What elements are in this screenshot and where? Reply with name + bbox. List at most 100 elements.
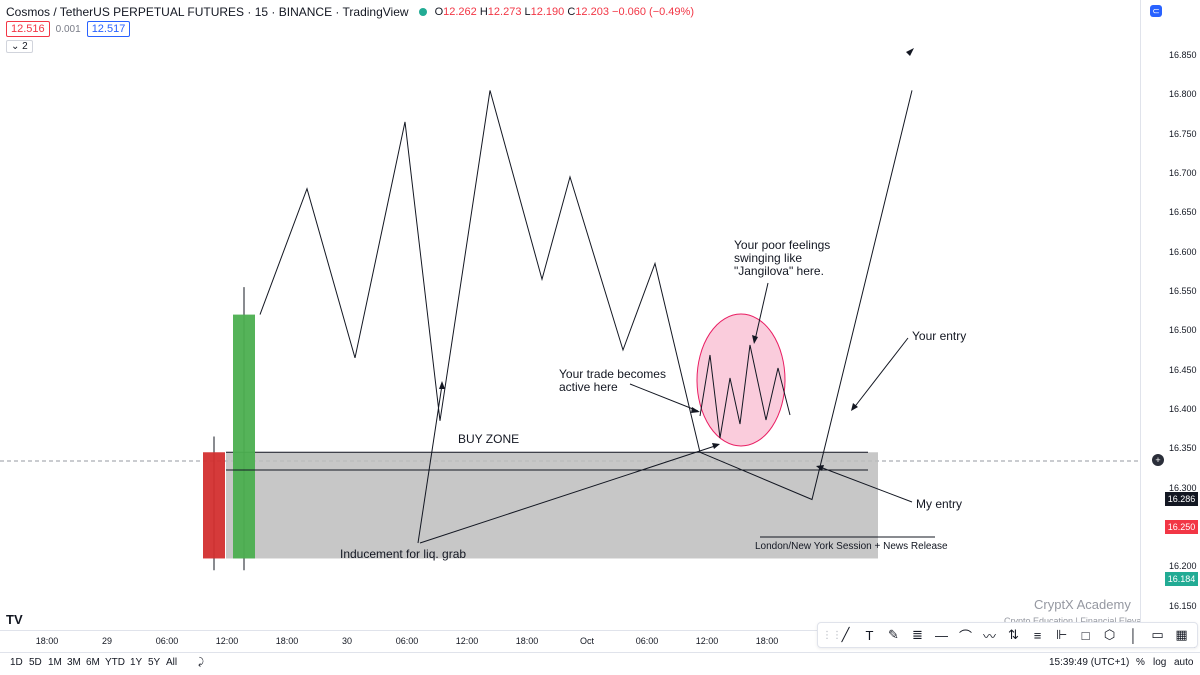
watermark-name: CryptX Academy [1034,597,1131,612]
session-label: London/New York Session + News Release [755,541,948,552]
price-tick-label: 16.150 [1169,600,1197,611]
text-icon[interactable]: T [865,627,874,643]
indicators-toggle[interactable]: ⌄ 2 [6,40,33,53]
bottom-bar: 1D 5D 1M 3M 6M YTD 1Y 5Y All ⤸ 15:39:49 … [0,652,1200,675]
emotion-ellipse[interactable] [696,313,786,447]
candle-body[interactable] [233,314,255,559]
inducement-arrow-1 [417,384,443,544]
time-tick-label: 12:00 [695,636,719,646]
long-position-icon[interactable]: ⇅ [1008,627,1019,642]
inducement-label: Inducement for liq. grab [340,547,467,561]
my-entry-arrowhead [816,465,824,471]
time-tick-label: 06:00 [395,636,419,646]
vertical-line-icon[interactable]: │ [1129,627,1138,643]
time-tick-label: 29 [101,636,113,646]
range-all[interactable]: All [166,657,178,668]
price-tick-label: 16.600 [1169,246,1197,257]
percent-toggle[interactable]: % [1136,657,1145,668]
time-tick-label: 12:00 [215,636,239,646]
grid-icon[interactable]: ▦ [1175,627,1188,642]
range-6m[interactable]: 6M [86,657,100,668]
comment-icon[interactable]: ▭ [1151,627,1164,642]
inducement-arrowhead-1 [439,381,445,389]
horizontal-line-icon[interactable]: — [935,627,948,643]
buy-sell-row: 12.516 0.001 12.517 [6,21,131,37]
your-entry-arrow [852,337,909,410]
price-tick-label: 16.450 [1169,364,1197,375]
price-tick-label: 16.850 [1169,50,1197,60]
price-tick-label: 16.550 [1169,286,1197,296]
rectangle-icon[interactable]: □ [1081,627,1090,643]
price-tick-label: 16.200 [1169,561,1197,572]
time-tick-label: 06:00 [635,636,659,646]
time-tick-label: 18:00 [755,636,779,646]
my-entry-arrow [819,466,913,503]
log-toggle[interactable]: log [1153,657,1167,668]
price-marker-label: 16.184 [1165,571,1198,586]
time-tick-label: 18:00 [515,636,539,646]
chart-canvas[interactable] [0,0,1140,630]
drag-handle-icon[interactable]: ⋮⋮ [822,629,842,641]
path-arrowhead [906,48,914,56]
brush-icon[interactable]: ✎ [888,627,899,642]
watermark: CryptX Academy Crypto Education | Financ… [1004,596,1156,626]
trade-active-arrow [629,383,699,412]
price-tick-label: 16.700 [1169,168,1197,178]
watermark-tagline: Crypto Education | Financial Elevation [1004,616,1156,626]
auto-toggle[interactable]: auto [1174,657,1194,668]
fib-icon[interactable]: ≣ [912,627,923,642]
range-1m[interactable]: 1M [48,657,62,668]
range-ytd[interactable]: YTD [105,657,125,668]
inducement-arrowhead-2 [712,443,720,449]
market-status-dot [418,8,427,16]
settings-icon[interactable]: ⊂ [1150,5,1162,17]
inducement-arrow-2 [419,444,719,544]
time-tick-label: 18:00 [275,636,299,646]
time-tick-label: 30 [341,636,353,646]
price-tick-label: 16.350 [1169,443,1197,454]
price-tick-label: 16.800 [1169,89,1197,100]
range-1y[interactable]: 1Y [130,657,143,668]
time-tick-label: 12:00 [455,636,479,646]
sell-button[interactable]: 12.516 [6,21,50,37]
change-value: −0.060 (−0.49%) [612,6,694,18]
trend-line-icon[interactable]: ╱ [841,627,850,642]
ruler-icon[interactable]: ⊩ [1055,627,1068,642]
crosshair-add-icon[interactable]: + [1152,454,1164,466]
time-tick-label: 18:00 [35,636,59,646]
range-1d[interactable]: 1D [10,657,23,668]
price-marker-label: 16.286 [1165,491,1198,506]
ohlc-values: O12.262 H12.273 L12.190 C12.203 −0.060 (… [434,6,694,18]
symbol-title[interactable]: Cosmos / TetherUS PERPETUAL FUTURES · 15… [6,5,409,19]
price-tick-label: 16.750 [1169,128,1197,139]
clock[interactable]: 15:39:49 (UTC+1) [1049,657,1130,668]
my-entry-label: My entry [916,497,963,511]
feelings-arrow [754,282,769,341]
time-tick-label: Oct [579,636,595,646]
ellipse-icon[interactable]: ⬡ [1103,627,1116,642]
forecast-icon[interactable]: ≡ [1033,627,1042,643]
trade-active-label: Your trade becomes active here [559,367,666,394]
price-tick-label: 16.400 [1169,404,1197,414]
price-marker-label: 16.250 [1165,520,1198,534]
range-5d[interactable]: 5D [29,657,42,668]
go-to-date-icon[interactable]: ⤸ [198,657,204,668]
range-5y[interactable]: 5Y [148,657,161,668]
price-tick-label: 16.300 [1169,482,1197,493]
trade-active-arrowhead [691,407,700,413]
swing-zigzag [699,344,791,439]
spread-value: 0.001 [55,23,81,35]
time-scale[interactable] [0,630,1140,652]
time-tick-label: 06:00 [155,636,179,646]
pattern-icon[interactable]: 〰 [982,628,996,644]
range-3m[interactable]: 3M [67,657,81,668]
your-entry-label: Your entry [912,329,967,343]
price-tick-label: 16.500 [1169,325,1197,336]
price-tick-label: 16.650 [1169,207,1197,218]
chart-legend: Cosmos / TetherUS PERPETUAL FUTURES · 15… [6,5,694,19]
tradingview-logo-icon[interactable]: TV [6,612,23,627]
buy-button[interactable]: 12.517 [86,21,131,37]
candle-body[interactable] [203,452,225,559]
path-icon[interactable]: ⌒ [958,628,972,644]
feelings-arrowhead [752,335,758,344]
